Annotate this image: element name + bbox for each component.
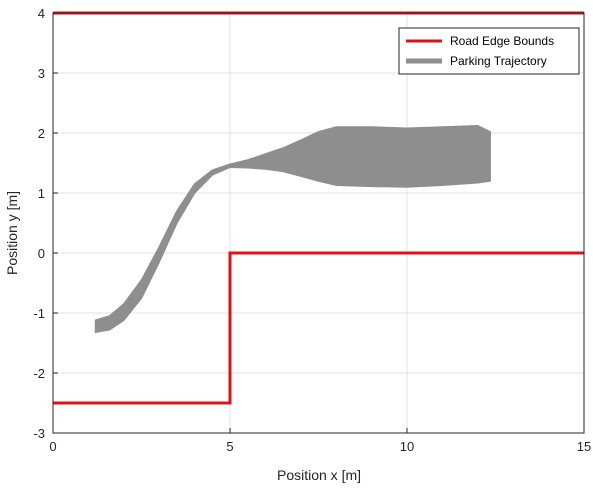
x-tick-label: 0 xyxy=(49,439,56,454)
x-tick-label: 15 xyxy=(577,439,591,454)
legend-label: Parking Trajectory xyxy=(450,54,547,68)
y-axis-label: Position y [m] xyxy=(4,191,20,275)
legend: Road Edge Bounds Parking Trajectory xyxy=(398,27,580,75)
x-tick-label: 10 xyxy=(400,439,414,454)
y-tick-label: 4 xyxy=(38,6,45,21)
y-tick-label: 1 xyxy=(38,186,45,201)
axis-ticks: 0 5 10 15 -3 -2 -1 0 1 2 3 4 xyxy=(33,6,591,454)
y-tick-label: 0 xyxy=(38,246,45,261)
y-tick-label: -3 xyxy=(33,426,45,441)
road-edge-lower-line xyxy=(53,251,584,405)
y-tick-label: -2 xyxy=(33,366,45,381)
grid-lines xyxy=(52,12,585,434)
y-tick-label: -1 xyxy=(33,306,45,321)
parking-trajectory-band xyxy=(94,125,491,333)
legend-label: Road Edge Bounds xyxy=(450,34,554,48)
y-tick-label: 2 xyxy=(38,126,45,141)
y-tick-label: 3 xyxy=(38,66,45,81)
legend-box xyxy=(398,27,580,75)
axes-frame xyxy=(52,12,585,434)
x-axis-label: Position x [m] xyxy=(277,467,361,483)
x-tick-label: 5 xyxy=(226,439,233,454)
